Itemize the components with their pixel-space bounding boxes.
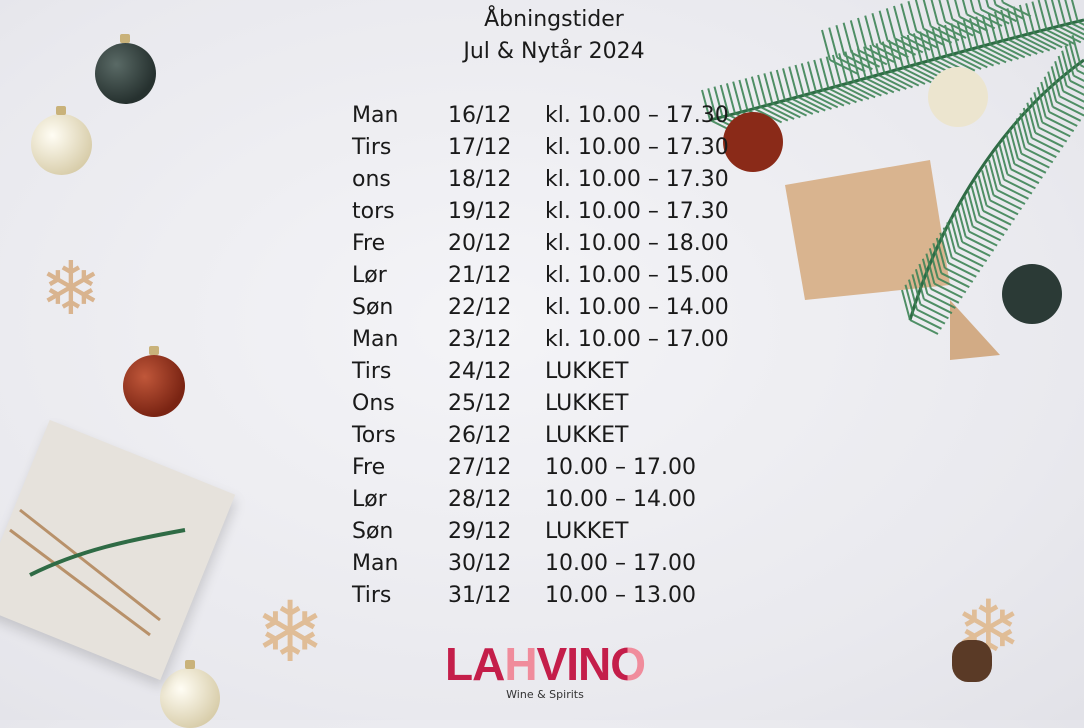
hours: kl. 10.00 – 17.30 xyxy=(545,199,729,224)
date: 25/12 xyxy=(448,391,512,416)
day: Tors xyxy=(352,423,396,448)
hours: kl. 10.00 – 17.30 xyxy=(545,103,729,128)
day: Søn xyxy=(352,519,394,544)
ornament-red xyxy=(123,355,185,417)
gift-twine xyxy=(9,508,186,637)
date: 17/12 xyxy=(448,135,512,160)
date: 26/12 xyxy=(448,423,512,448)
hours: kl. 10.00 – 18.00 xyxy=(545,231,729,256)
pinecone xyxy=(952,640,992,682)
day: Lør xyxy=(352,487,387,512)
date: 18/12 xyxy=(448,167,512,192)
date: 30/12 xyxy=(448,551,512,576)
day: Ons xyxy=(352,391,395,416)
hours: LUKKET xyxy=(545,519,629,544)
ornament-gold xyxy=(31,114,92,175)
hours: 10.00 – 17.00 xyxy=(545,551,696,576)
date: 27/12 xyxy=(448,455,512,480)
date: 16/12 xyxy=(448,103,512,128)
date: 23/12 xyxy=(448,327,512,352)
hours: kl. 10.00 – 17.30 xyxy=(545,167,729,192)
hours: kl. 10.00 – 15.00 xyxy=(545,263,729,288)
snowflake-icon: ❄ xyxy=(40,246,103,332)
day: Tirs xyxy=(352,583,392,608)
hours: LUKKET xyxy=(545,423,629,448)
ornament-gold xyxy=(160,668,220,728)
hours: 10.00 – 17.00 xyxy=(545,455,696,480)
day: Søn xyxy=(352,295,394,320)
day: Fre xyxy=(352,455,386,480)
hours: LUKKET xyxy=(545,359,629,384)
day: Tirs xyxy=(352,359,392,384)
day: ons xyxy=(352,167,391,192)
hours: kl. 10.00 – 14.00 xyxy=(545,295,729,320)
hours: kl. 10.00 – 17.30 xyxy=(545,135,729,160)
day: tors xyxy=(352,199,395,224)
date: 22/12 xyxy=(448,295,512,320)
day: Fre xyxy=(352,231,386,256)
day: Man xyxy=(352,327,399,352)
logo-tagline: Wine & Spirits xyxy=(506,688,584,701)
day: Man xyxy=(352,103,399,128)
date: 29/12 xyxy=(448,519,512,544)
date: 31/12 xyxy=(448,583,512,608)
title-line1: Åbningstider xyxy=(484,7,624,32)
logo: LAHVINO Wine & Spirits xyxy=(430,640,660,701)
day: Man xyxy=(352,551,399,576)
ornament-green xyxy=(1002,264,1062,324)
hours: LUKKET xyxy=(545,391,629,416)
date: 28/12 xyxy=(448,487,512,512)
day: Tirs xyxy=(352,135,392,160)
date: 21/12 xyxy=(448,263,512,288)
envelope xyxy=(785,160,950,300)
day: Lør xyxy=(352,263,387,288)
ornament-green xyxy=(95,43,156,104)
hours: 10.00 – 13.00 xyxy=(545,583,696,608)
title-line2: Jul & Nytår 2024 xyxy=(463,39,645,64)
date: 19/12 xyxy=(448,199,512,224)
heading: Åbningstider Jul & Nytår 2024 xyxy=(354,4,754,68)
pine-branches xyxy=(701,0,1084,360)
date: 20/12 xyxy=(448,231,512,256)
ornament-gold xyxy=(928,67,988,127)
ornament-red xyxy=(723,112,783,172)
hours: 10.00 – 14.00 xyxy=(545,487,696,512)
date: 24/12 xyxy=(448,359,512,384)
snowflake-icon: ❄ xyxy=(255,583,326,681)
logo-wordmark: LAHVINO xyxy=(444,638,646,690)
hours: kl. 10.00 – 17.00 xyxy=(545,327,729,352)
